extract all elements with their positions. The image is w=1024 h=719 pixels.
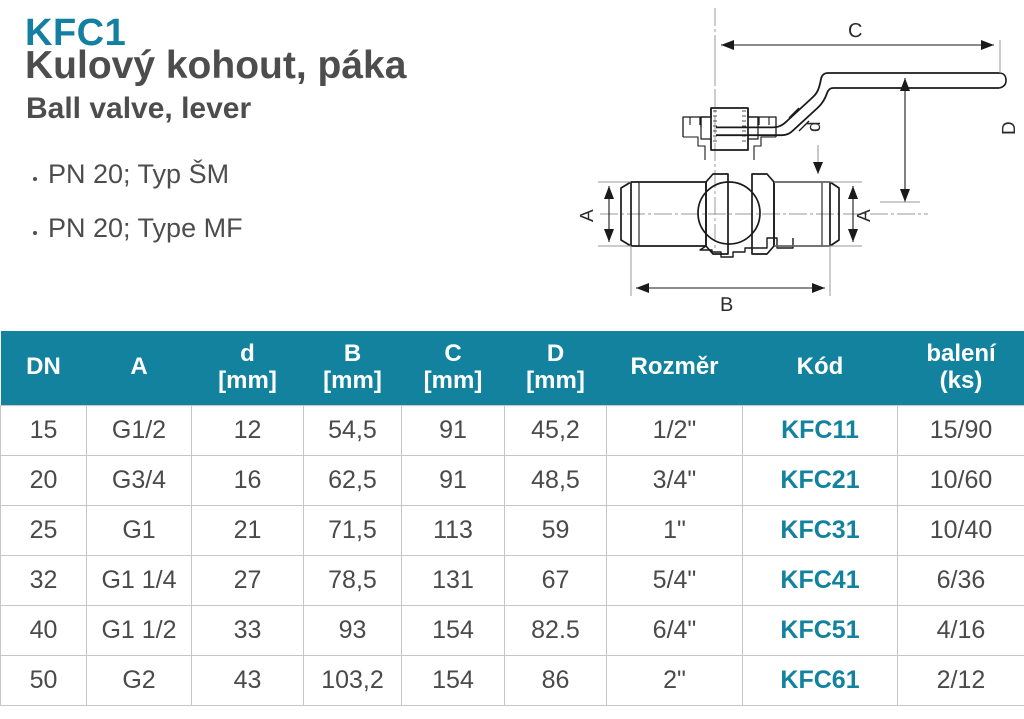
svg-text:D: D: [999, 121, 1020, 135]
svg-text:A: A: [577, 209, 598, 222]
svg-text:B: B: [720, 294, 733, 316]
svg-text:A: A: [854, 209, 875, 222]
svg-text:C: C: [848, 20, 862, 42]
svg-text:d: d: [804, 121, 825, 132]
